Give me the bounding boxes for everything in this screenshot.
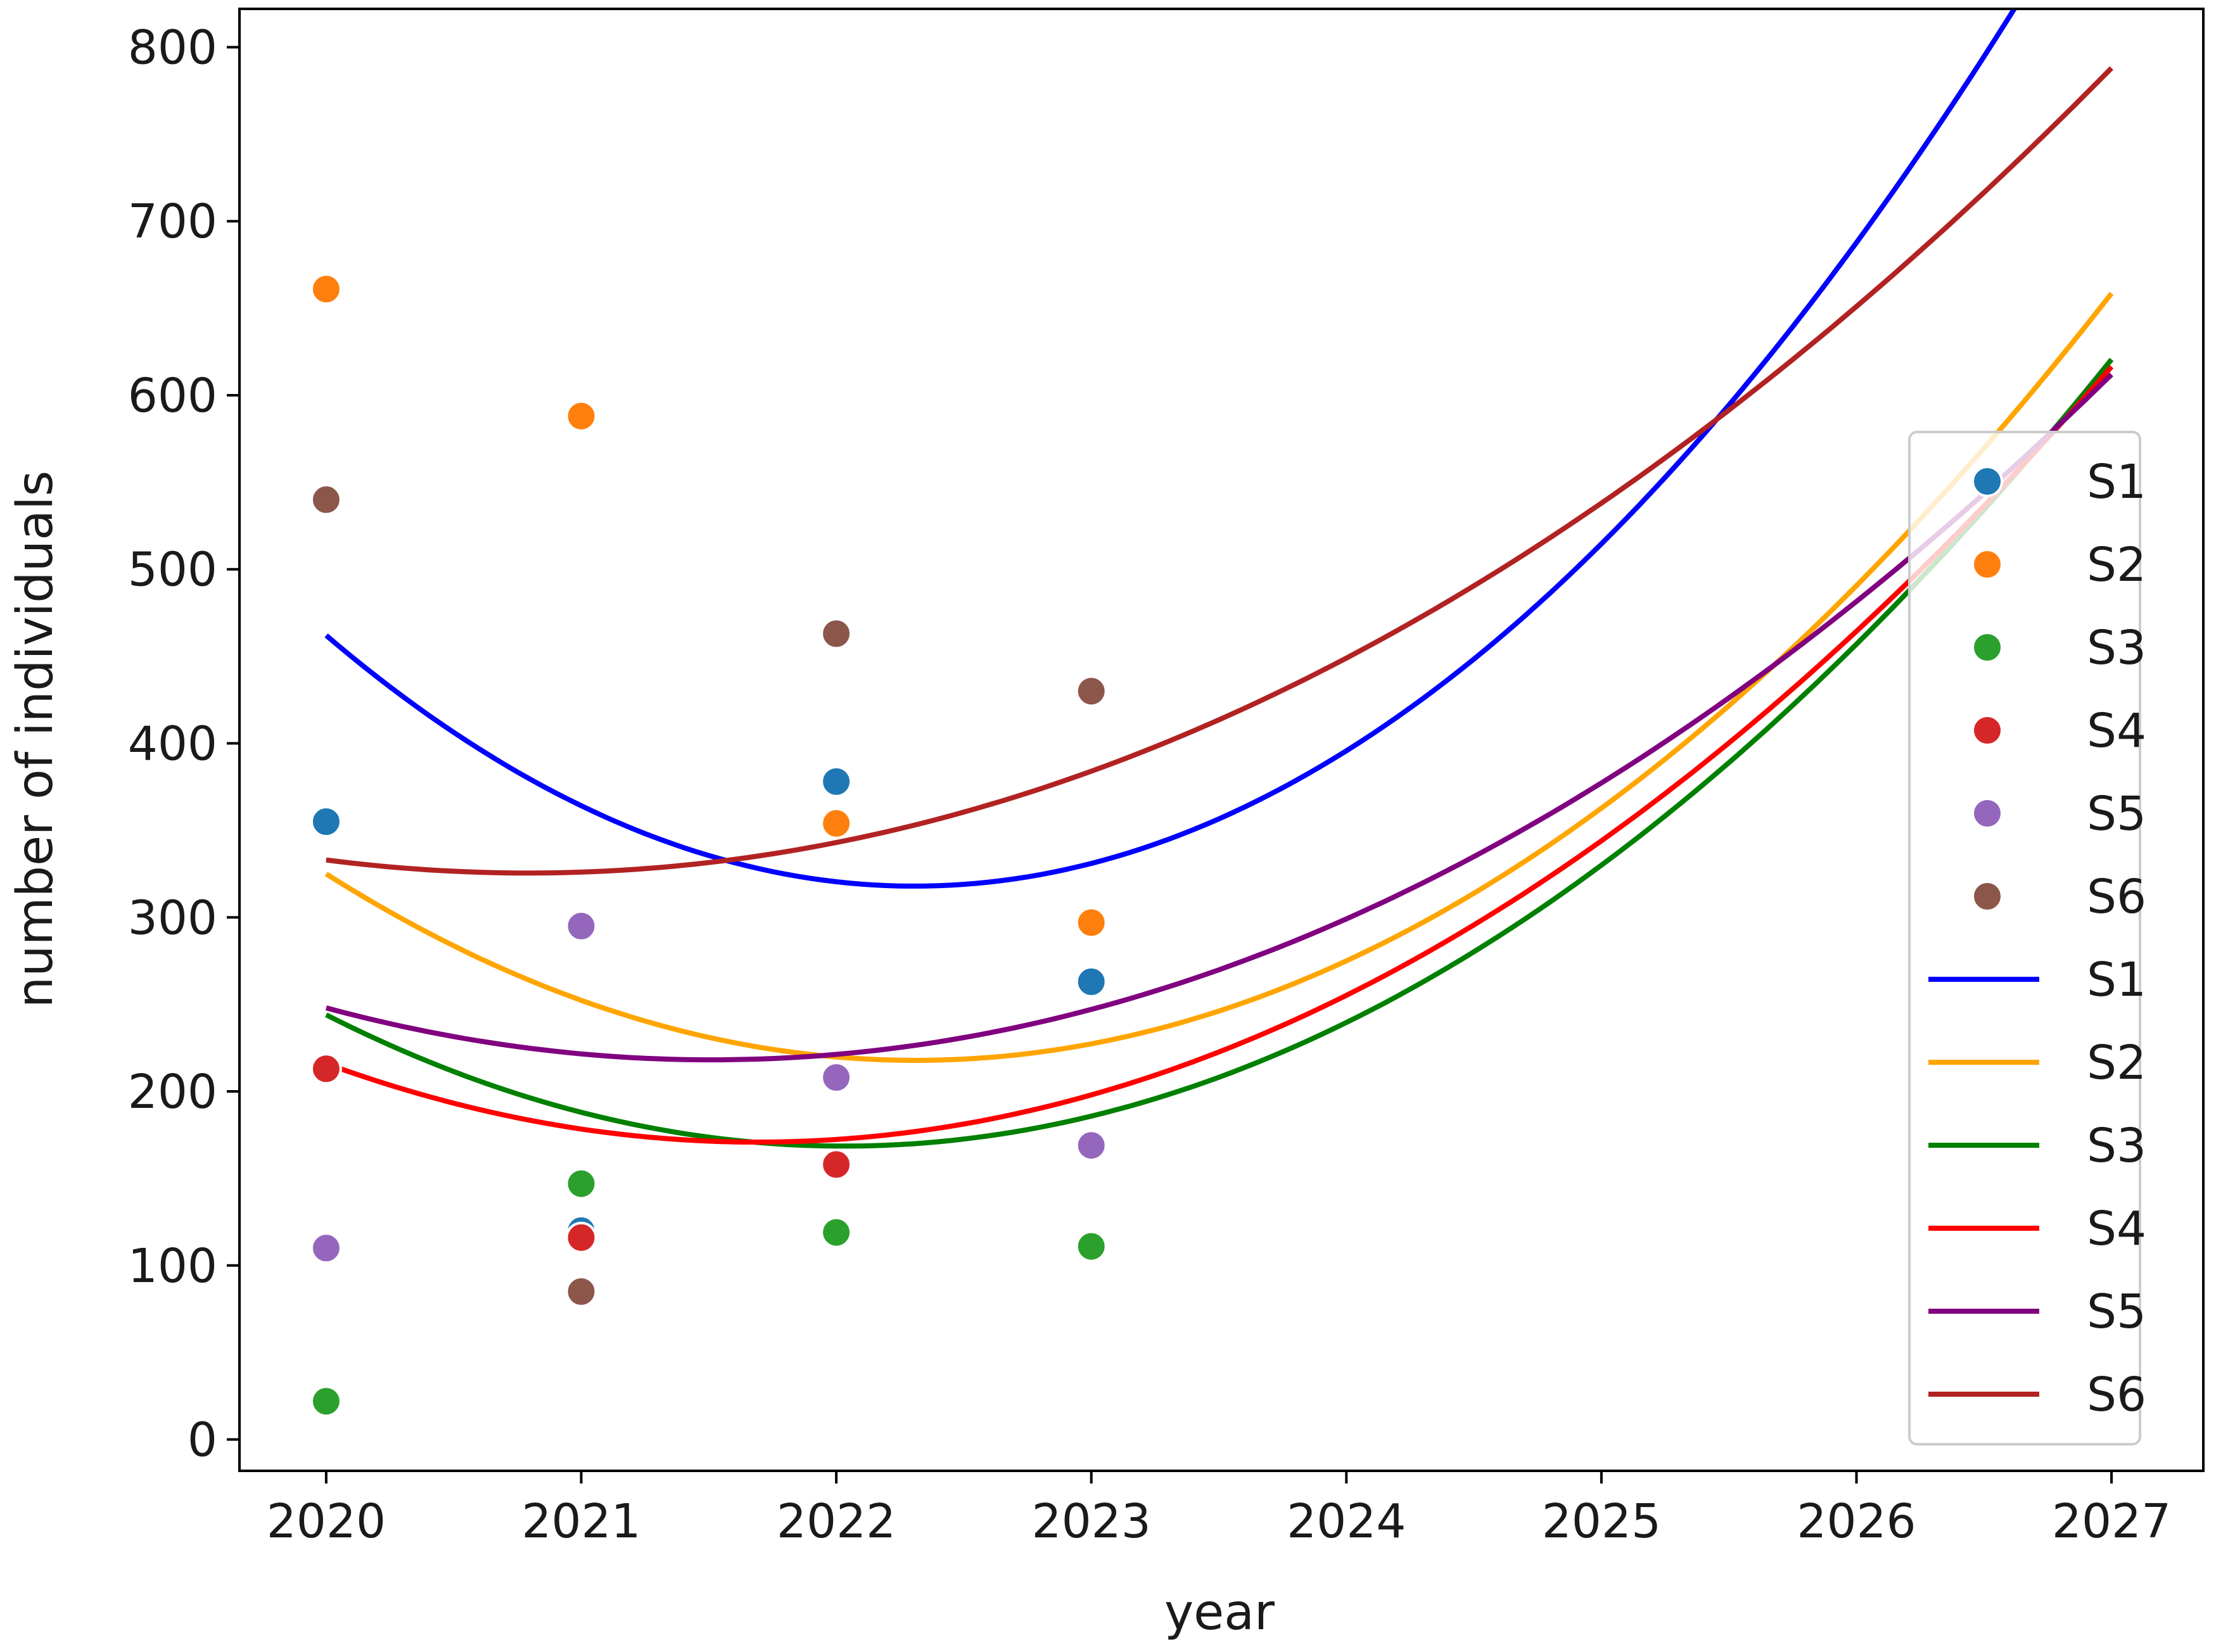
fit-line-s2 <box>324 291 2114 1063</box>
legend-label-point-s4: S4 <box>2087 704 2146 758</box>
y-tick-label-200: 200 <box>128 1065 217 1119</box>
legend-label-line-s1: S1 <box>2087 953 2146 1007</box>
scatter-point-s6-2020 <box>310 483 342 516</box>
fit-line-s4 <box>325 365 2114 1145</box>
legend-label-line-s5: S5 <box>2087 1285 2146 1339</box>
x-tick-label-2020: 2020 <box>267 1494 386 1549</box>
scatter-point-s1-2022 <box>820 765 853 797</box>
plot-area <box>310 9 2114 1418</box>
scatter-point-s2-2022 <box>820 807 853 839</box>
legend-label-line-s3: S3 <box>2087 1119 2146 1173</box>
scatter-point-s4-2020 <box>310 1053 342 1085</box>
fit-line-s5 <box>325 372 2113 1063</box>
x-tick-label-2023: 2023 <box>1032 1494 1151 1549</box>
legend-label-point-s1: S1 <box>2087 455 2146 509</box>
x-tick-label-2021: 2021 <box>521 1494 640 1549</box>
legend-label-line-s4: S4 <box>2087 1202 2146 1256</box>
y-tick-label-500: 500 <box>128 543 217 597</box>
x-tick-label-2026: 2026 <box>1797 1494 1916 1549</box>
legend-label-line-s6: S6 <box>2087 1368 2146 1422</box>
legend-marker-point-s6 <box>1971 880 2003 912</box>
legend-marker-point-s3 <box>1971 632 2003 663</box>
fit-line-s3 <box>325 357 2114 1149</box>
legend-marker-point-s1 <box>1971 466 2003 497</box>
axes: 2020 2021 2022 2023 2024 2025 2026 2027 0 100 200 3… <box>128 8 2205 1549</box>
x-tick-label-2027: 2027 <box>2052 1494 2171 1549</box>
y-axis-label: number of individuals <box>7 471 64 1008</box>
scatter-point-s5-2020 <box>310 1232 342 1264</box>
scatter-point-s3-2023 <box>1075 1230 1107 1262</box>
scatter-point-s1-2023 <box>1075 965 1107 998</box>
scatter-point-s6-2023 <box>1075 675 1107 708</box>
x-tick-label-2025: 2025 <box>1542 1494 1661 1549</box>
y-tick-label-400: 400 <box>128 716 217 771</box>
y-tick-label-800: 800 <box>128 20 217 75</box>
x-tick-label-2022: 2022 <box>777 1494 896 1549</box>
legend-marker-point-s4 <box>1971 715 2003 746</box>
scatter-point-s4-2021 <box>565 1221 597 1254</box>
scatter-point-s4-2022 <box>820 1148 853 1181</box>
legend-label-point-s6: S6 <box>2087 870 2146 924</box>
scatter-point-s6-2022 <box>820 618 853 650</box>
fit-line-s1 <box>324 9 2018 889</box>
y-tick-label-600: 600 <box>128 369 217 423</box>
plot-frame <box>238 8 2205 1472</box>
legend-label-line-s2: S2 <box>2087 1036 2146 1090</box>
x-axis-label: year <box>1164 1584 1275 1641</box>
scatter-point-s6-2021 <box>565 1276 597 1307</box>
scatter-point-s2-2021 <box>565 400 597 432</box>
legend-label-point-s2: S2 <box>2087 538 2146 592</box>
scatter-point-s3-2022 <box>820 1216 853 1249</box>
scatter-point-s3-2020 <box>310 1385 342 1418</box>
fit-line-s6 <box>326 66 2113 876</box>
legend-marker-point-s5 <box>1971 797 2003 829</box>
legend-label-point-s3: S3 <box>2087 621 2146 675</box>
legend: S1 S2 S3 S4 S5 S6 S1 S2 S3 S4 S5 S6 <box>1908 431 2146 1446</box>
x-tick-label-2024: 2024 <box>1287 1494 1406 1549</box>
legend-marker-point-s2 <box>1971 549 2003 580</box>
legend-label-point-s5: S5 <box>2087 787 2146 841</box>
legend-box <box>1908 431 2141 1446</box>
scatter-point-s5-2022 <box>820 1062 853 1093</box>
y-tick-label-100: 100 <box>128 1239 217 1293</box>
scatter-point-s2-2023 <box>1075 906 1107 939</box>
y-tick-label-300: 300 <box>128 891 217 945</box>
y-tick-label-0: 0 <box>188 1413 217 1468</box>
scatter-point-s5-2023 <box>1075 1129 1107 1162</box>
scatter-point-s1-2020 <box>310 806 342 838</box>
y-tick-label-700: 700 <box>128 194 217 249</box>
scatter-point-s2-2020 <box>310 273 342 305</box>
scatter-point-s3-2021 <box>565 1167 597 1200</box>
scatter-point-s5-2021 <box>565 910 597 942</box>
